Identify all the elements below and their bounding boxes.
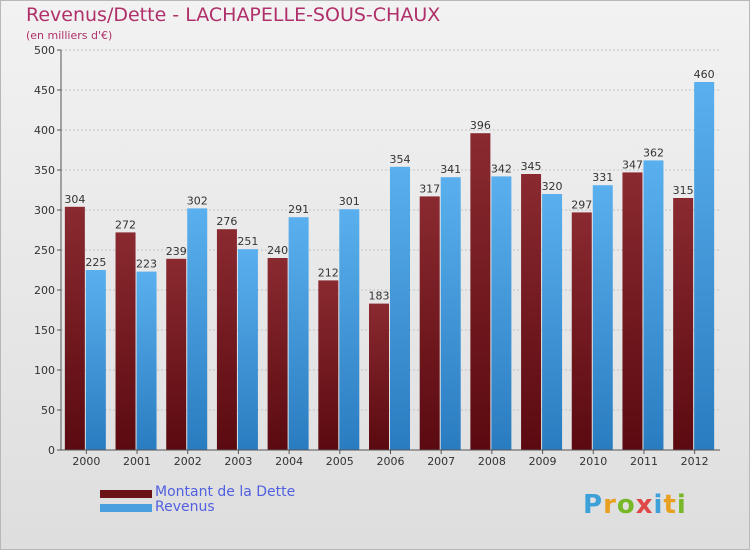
data-label-revenue: 460 — [694, 68, 715, 81]
bar-revenue — [288, 217, 309, 450]
x-tick-label: 2011 — [630, 455, 658, 468]
bar-debt — [419, 196, 440, 450]
data-label-revenue: 225 — [85, 256, 106, 269]
y-tick-label: 300 — [34, 204, 55, 217]
data-label-debt: 239 — [166, 245, 187, 258]
data-label-debt: 317 — [419, 182, 440, 195]
x-tick-label: 2010 — [579, 455, 607, 468]
legend-swatch-debt — [100, 490, 152, 498]
data-label-revenue: 341 — [440, 163, 461, 176]
data-label-revenue: 354 — [390, 153, 411, 166]
data-label-debt: 183 — [369, 290, 390, 303]
legend-swatch-revenue — [100, 504, 152, 512]
x-tick-label: 2000 — [72, 455, 100, 468]
proxiti-logo: Proxiti — [583, 490, 687, 520]
data-label-revenue: 223 — [136, 258, 157, 271]
x-tick-label: 2004 — [275, 455, 303, 468]
chart-subtitle: (en milliers d'€) — [26, 29, 113, 42]
bar-debt — [166, 258, 187, 450]
logo-letter: i — [653, 490, 664, 520]
y-tick-label: 0 — [48, 444, 55, 457]
logo-letter: i — [676, 490, 687, 520]
y-tick-label: 150 — [34, 324, 55, 337]
bar-revenue — [440, 177, 461, 450]
bar-revenue — [592, 185, 613, 450]
y-tick-label: 200 — [34, 284, 55, 297]
x-tick-label: 2006 — [377, 455, 405, 468]
data-label-debt: 347 — [622, 158, 643, 171]
data-label-debt: 212 — [318, 266, 339, 279]
x-tick-label: 2002 — [174, 455, 202, 468]
bar-debt — [521, 174, 542, 450]
data-label-revenue: 320 — [542, 180, 563, 193]
legend-label-debt: Montant de la Dette — [155, 484, 296, 500]
bar-revenue — [643, 160, 664, 450]
data-label-revenue: 302 — [187, 194, 208, 207]
data-label-revenue: 291 — [288, 203, 309, 216]
data-label-revenue: 362 — [643, 146, 664, 159]
data-label-revenue: 331 — [592, 171, 613, 184]
y-tick-label: 450 — [34, 84, 55, 97]
data-label-debt: 272 — [115, 218, 136, 231]
bar-revenue — [339, 209, 360, 450]
data-label-debt: 345 — [521, 160, 542, 173]
data-label-debt: 276 — [216, 215, 237, 228]
bar-debt — [622, 172, 643, 450]
data-label-debt: 396 — [470, 119, 491, 132]
bar-revenue — [187, 208, 208, 450]
bar-revenue — [390, 166, 410, 451]
bar-debt — [673, 198, 694, 450]
x-tick-label: 2009 — [529, 455, 557, 468]
data-label-debt: 297 — [571, 198, 592, 211]
data-label-revenue: 251 — [237, 235, 258, 248]
data-label-debt: 304 — [64, 193, 85, 206]
x-tick-label: 2007 — [427, 455, 455, 468]
x-tick-label: 2008 — [478, 455, 506, 468]
logo-letter: o — [616, 490, 636, 520]
logo-letter: t — [663, 490, 677, 520]
x-tick-label: 2012 — [681, 455, 709, 468]
y-tick-label: 50 — [41, 404, 55, 417]
data-label-debt: 240 — [267, 244, 288, 257]
bar-revenue — [542, 194, 563, 450]
data-label-debt: 315 — [673, 184, 694, 197]
data-label-revenue: 342 — [491, 162, 512, 175]
bar-revenue — [694, 82, 715, 450]
logo-letter: x — [635, 490, 654, 520]
data-label-revenue: 301 — [339, 195, 360, 208]
bar-revenue — [237, 249, 258, 450]
bar-revenue — [85, 270, 106, 450]
bar-debt — [115, 232, 136, 450]
legend-label-revenue: Revenus — [155, 499, 215, 515]
y-tick-label: 400 — [34, 124, 55, 137]
y-tick-label: 250 — [34, 244, 55, 257]
bar-debt — [64, 206, 85, 450]
bar-debt — [571, 212, 592, 450]
bar-debt — [216, 229, 237, 450]
bar-debt — [470, 133, 491, 450]
bar-debt — [369, 303, 389, 450]
bar-debt — [318, 280, 339, 450]
x-tick-label: 2003 — [224, 455, 252, 468]
logo-letter: P — [583, 490, 604, 520]
y-tick-label: 500 — [34, 44, 55, 57]
y-tick-label: 350 — [34, 164, 55, 177]
bar-revenue — [491, 176, 512, 450]
x-tick-label: 2001 — [123, 455, 151, 468]
chart-title: Revenus/Dette - LACHAPELLE-SOUS-CHAUX — [26, 4, 441, 26]
y-tick-label: 100 — [34, 364, 55, 377]
bar-debt — [267, 258, 288, 450]
bar-revenue — [136, 271, 157, 450]
logo-letter: r — [603, 490, 617, 520]
x-tick-label: 2005 — [326, 455, 354, 468]
